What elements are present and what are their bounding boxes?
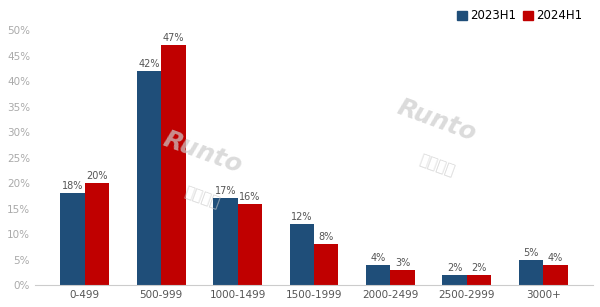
Bar [467, 275, 491, 285]
Text: 12%: 12% [291, 212, 313, 222]
Text: 洛图科技: 洛图科技 [417, 153, 457, 179]
Text: 42%: 42% [138, 59, 160, 69]
Text: 16%: 16% [239, 192, 260, 201]
Bar [85, 183, 109, 285]
Bar [60, 193, 85, 285]
Bar [238, 204, 262, 285]
Bar [314, 244, 338, 285]
Legend: 2023H1, 2024H1: 2023H1, 2024H1 [452, 5, 587, 27]
Bar [137, 71, 161, 285]
Text: 18%: 18% [62, 181, 83, 191]
Text: 洛图科技: 洛图科技 [182, 185, 222, 211]
Text: 20%: 20% [86, 171, 108, 181]
Bar [442, 275, 467, 285]
Text: Runto: Runto [394, 95, 479, 146]
Bar [213, 199, 238, 285]
Text: 4%: 4% [371, 253, 386, 263]
Text: 8%: 8% [319, 232, 334, 242]
Text: 4%: 4% [548, 253, 563, 263]
Text: Runto: Runto [160, 127, 245, 178]
Text: 3%: 3% [395, 258, 410, 268]
Text: 5%: 5% [523, 248, 539, 258]
Text: 2%: 2% [447, 263, 462, 273]
Bar [366, 265, 391, 285]
Bar [161, 45, 185, 285]
Bar [543, 265, 568, 285]
Text: 47%: 47% [163, 33, 184, 43]
Bar [290, 224, 314, 285]
Text: 17%: 17% [215, 186, 236, 196]
Bar [519, 260, 543, 285]
Text: 2%: 2% [472, 263, 487, 273]
Bar [391, 270, 415, 285]
